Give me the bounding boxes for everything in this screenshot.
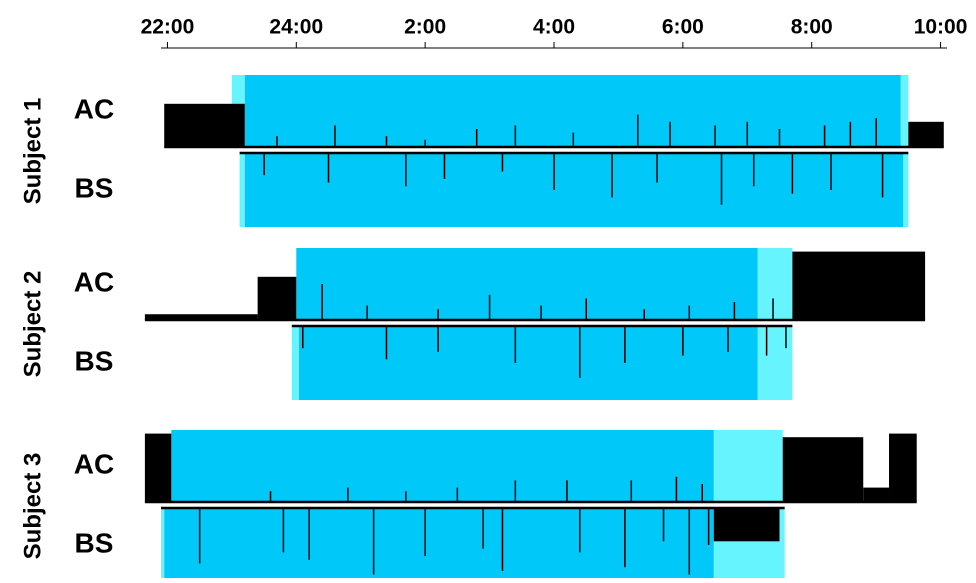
activity-block (863, 487, 890, 502)
transition-period (239, 153, 245, 227)
transition-period (161, 508, 165, 582)
x-tick-label: 4:00 (533, 16, 575, 39)
subject-label: Subject 2 (19, 271, 46, 378)
transition-period (903, 153, 909, 227)
activity-block (782, 437, 864, 502)
x-tick-label: 10:00 (914, 16, 968, 39)
x-tick-label: 22:00 (141, 16, 195, 39)
activity-block (889, 433, 917, 502)
sleep-period (244, 153, 904, 227)
activity-block (713, 508, 780, 542)
x-tick-label: 6:00 (662, 16, 704, 39)
x-tick-label: 24:00 (269, 16, 323, 39)
row-label: BS (75, 345, 114, 376)
activity-block (144, 433, 172, 502)
activity-block (792, 251, 926, 320)
x-tick-label: 2:00 (404, 16, 446, 39)
activity-block (257, 276, 297, 320)
activity-block (144, 314, 258, 320)
transition-period (757, 326, 793, 400)
sleep-period (296, 248, 758, 320)
subject-label: Subject 1 (19, 98, 46, 205)
row-label: AC (74, 93, 114, 124)
row-label: AC (74, 266, 114, 297)
sleep-period (164, 508, 714, 582)
row-label: BS (75, 172, 114, 203)
row-label: AC (74, 448, 114, 479)
transition-period (900, 75, 909, 147)
subject-label: Subject 3 (19, 453, 46, 560)
sleep-period (298, 326, 758, 400)
transition-period (713, 430, 783, 502)
transition-period (757, 248, 793, 320)
activity-block (908, 121, 944, 147)
activity-block (164, 103, 245, 147)
row-label: BS (75, 527, 114, 558)
sleep-period (171, 430, 714, 502)
x-tick-label: 8:00 (791, 16, 833, 39)
transition-period (291, 326, 299, 400)
